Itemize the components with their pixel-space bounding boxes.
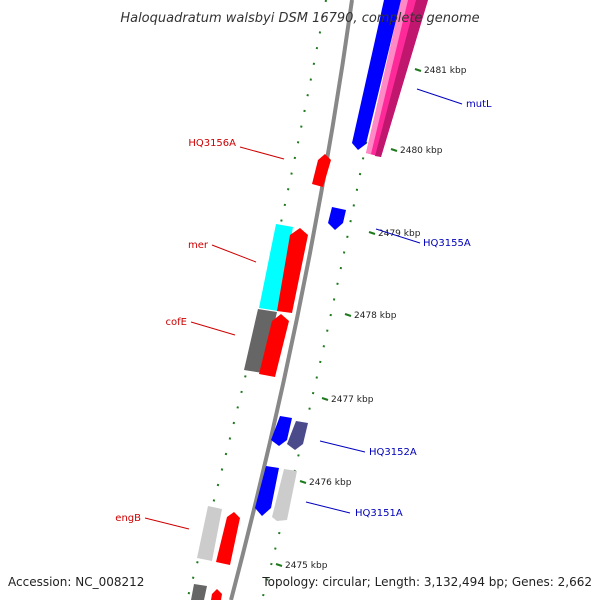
gene-label[interactable]: mer bbox=[188, 240, 209, 251]
gene-label-leader bbox=[239, 146, 285, 160]
gene-hq3151a[interactable] bbox=[255, 466, 279, 516]
gene-hq3152a-b[interactable] bbox=[287, 421, 308, 450]
gene-label[interactable]: HQ3151A bbox=[355, 508, 403, 519]
scale-tick-mark bbox=[368, 231, 376, 235]
gene-engb[interactable] bbox=[197, 506, 222, 561]
gene-pink-top-hi bbox=[366, 0, 408, 154]
scale-tick-label: 2477 kbp bbox=[331, 395, 374, 405]
gene-hq3156a[interactable] bbox=[312, 154, 331, 187]
scale-tick-label: 2478 kbp bbox=[354, 311, 397, 321]
scale-tick-mark bbox=[275, 563, 283, 567]
gene-pink-top-shade bbox=[375, 0, 428, 157]
gene-label[interactable]: cofE bbox=[166, 317, 187, 328]
scale-tick-mark bbox=[344, 313, 352, 317]
gene-label[interactable]: HQ3156A bbox=[188, 138, 236, 149]
scale-tick-label: 2476 kbp bbox=[309, 478, 352, 488]
gene-red-bottom[interactable] bbox=[211, 589, 222, 600]
gene-red-cofe-adjacent[interactable] bbox=[259, 314, 289, 377]
gene-label-leader bbox=[211, 244, 257, 263]
accession-text: Accession: NC_008212 bbox=[8, 575, 144, 589]
gene-mutl[interactable] bbox=[352, 0, 401, 150]
gene-red-mer-adjacent[interactable] bbox=[277, 228, 308, 313]
gene-gray-bottom[interactable] bbox=[191, 584, 207, 600]
forward-strand-genes bbox=[191, 0, 428, 600]
gene-label-leader bbox=[375, 228, 421, 244]
gene-label[interactable]: engB bbox=[115, 513, 141, 524]
reverse-strand-genes[interactable] bbox=[255, 0, 401, 521]
gene-red-engb-adjacent[interactable] bbox=[216, 512, 240, 565]
genome-summary-text: Topology: circular; Length: 3,132,494 bp… bbox=[261, 575, 592, 589]
scale-tick-label: 2475 kbp bbox=[285, 561, 328, 571]
guide-arc bbox=[261, 0, 393, 600]
gene-label-leader bbox=[305, 501, 351, 514]
gene-lightgray-reverse[interactable] bbox=[272, 469, 297, 521]
gene-label-leader bbox=[144, 517, 190, 530]
map-title: Haloquadratum walsbyi DSM 16790, complet… bbox=[120, 11, 479, 26]
genome-backbone bbox=[229, 0, 354, 600]
scale-tick-label: 2479 kbp bbox=[378, 229, 421, 239]
gene-label-leader bbox=[416, 88, 463, 105]
gene-label-leader bbox=[319, 440, 366, 453]
scale-tick-mark bbox=[414, 68, 422, 72]
scale-tick-mark bbox=[321, 397, 329, 401]
gene-hq3155a[interactable] bbox=[328, 207, 346, 230]
scale-tick-mark bbox=[299, 480, 307, 484]
scale-ticks: 2481 kbp 2480 kbp 2479 kbp 2478 kbp 2477 kbp… bbox=[275, 66, 467, 571]
gene-mer[interactable] bbox=[259, 224, 293, 311]
scale-tick-label: 2481 kbp bbox=[424, 66, 467, 76]
gene-label-leader bbox=[190, 321, 236, 336]
gene-label[interactable]: HQ3152A bbox=[369, 447, 417, 458]
gene-label[interactable]: mutL bbox=[466, 99, 492, 110]
scale-tick-mark bbox=[390, 148, 398, 152]
gene-label[interactable]: HQ3155A bbox=[423, 238, 471, 249]
gene-cofe[interactable] bbox=[244, 309, 277, 373]
gene-hq3152a-a[interactable] bbox=[271, 416, 292, 446]
gene-labels: mutL HQ3156A HQ3155A mer cofE HQ3152A HQ3151A e… bbox=[115, 88, 492, 530]
scale-tick-label: 2480 kbp bbox=[400, 146, 443, 156]
